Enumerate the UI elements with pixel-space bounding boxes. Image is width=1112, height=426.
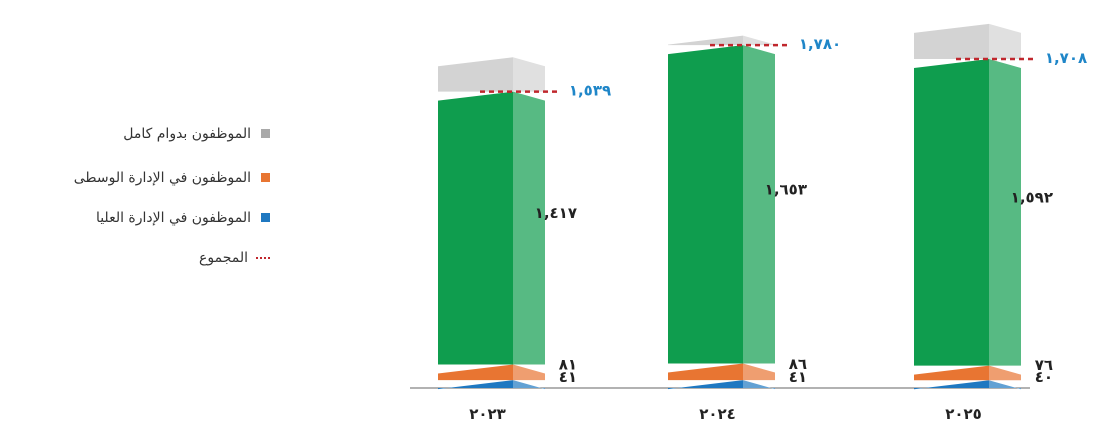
bar-2-fulltime-side <box>989 59 1021 366</box>
category-label-1: ٢٠٢٤ <box>699 405 736 423</box>
bar-2-middle-front <box>914 365 989 381</box>
value-label-fulltime-2: ١,٥٩٢ <box>1011 188 1053 206</box>
bar-1-senior-front <box>668 380 743 390</box>
category-label-2: ٢٠٢٥ <box>945 405 982 423</box>
value-label-middle-1: ٨٦ <box>789 355 807 373</box>
bar-2-cap-front <box>914 23 989 60</box>
value-label-middle-2: ٧٦ <box>1035 356 1053 374</box>
value-label-senior-1: ٤١ <box>789 368 807 386</box>
legend-item-total: المجموع <box>74 248 270 267</box>
value-label-fulltime-1: ١,٦٥٣ <box>765 180 807 198</box>
bar-0-middle-front <box>438 364 513 381</box>
legend-label-full-time: الموظفون بدوام كامل <box>123 125 251 142</box>
bar-0-senior-side <box>513 380 545 390</box>
legend-item-full-time: الموظفون بدوام كامل <box>74 124 270 143</box>
bar-1-middle-side <box>743 363 775 381</box>
bar-2-fulltime-front <box>914 59 989 366</box>
category-label-0: ٢٠٢٣ <box>469 405 506 423</box>
value-label-middle-0: ٨١ <box>559 355 577 373</box>
legend-item-middle-management: الموظفون في الإدارة الوسطى <box>74 168 270 187</box>
chart-legend: الموظفون بدوام كامل الموظفون في الإدارة … <box>74 124 270 292</box>
legend-swatch-full-time <box>261 129 270 138</box>
bar-1-fulltime-side <box>743 45 775 364</box>
bar-1-cap-front <box>668 35 743 46</box>
bar-1-middle-front <box>668 363 743 381</box>
total-label-2: ١,٧٠٨ <box>1045 49 1087 67</box>
bar-2-senior-side <box>989 380 1021 390</box>
bar-0-senior-front <box>438 380 513 390</box>
bar-1-senior-side <box>743 380 775 390</box>
bar-2-cap-side <box>989 23 1021 60</box>
legend-label-senior-management: الموظفون في الإدارة العليا <box>95 209 251 226</box>
value-label-fulltime-0: ١,٤١٧ <box>535 204 577 222</box>
value-label-senior-0: ٤١ <box>559 368 577 386</box>
legend-label-total: المجموع <box>199 249 248 266</box>
value-label-senior-2: ٤٠ <box>1035 368 1053 386</box>
legend-swatch-middle-management <box>261 173 270 182</box>
total-label-0: ١,٥٣٩ <box>569 82 611 100</box>
bar-2-senior-front <box>914 380 989 390</box>
bar-0-cap-front <box>438 57 513 92</box>
legend-swatch-senior-management <box>261 213 270 222</box>
bar-0-fulltime-front <box>438 91 513 365</box>
legend-swatch-total <box>256 256 270 259</box>
bar-1-cap-side <box>743 35 775 46</box>
legend-label-middle-management: الموظفون في الإدارة الوسطى <box>73 169 251 186</box>
bar-1-fulltime-front <box>668 45 743 364</box>
total-label-1: ١,٧٨٠ <box>799 35 841 53</box>
bar-0-cap-side <box>513 57 545 92</box>
bar-2-middle-side <box>989 365 1021 381</box>
bar-0-middle-side <box>513 364 545 381</box>
legend-item-senior-management: الموظفون في الإدارة العليا <box>74 208 270 227</box>
bar-0-fulltime-side <box>513 91 545 365</box>
